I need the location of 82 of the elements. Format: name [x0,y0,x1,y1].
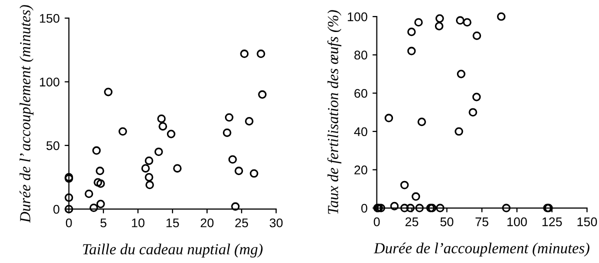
point [472,92,481,102]
y-tick-label: 100 [40,78,60,86]
point [376,204,386,212]
point [415,204,424,212]
point [418,118,426,126]
y-tick-label: 100 [348,12,368,22]
y-tick-label: 150 [40,14,60,23]
x-tick-label: 15 [166,218,179,228]
point [224,113,234,122]
point [400,180,409,190]
x-tick-label: 100 [507,217,527,226]
y-axis-title: Durée de l’ accouplement (minutes) [20,5,34,223]
point [462,18,472,27]
point [244,117,254,126]
x-tick-label: 10 [132,218,144,228]
point [407,46,416,56]
x-tick-label: 25 [235,218,248,228]
point [234,166,244,176]
point [434,22,444,30]
point [157,114,166,123]
point [96,166,104,176]
point [400,204,409,212]
point [64,193,74,202]
x-tick-label: 75 [476,218,488,226]
x-tick-label: 0 [66,218,72,228]
point [96,179,105,188]
point [118,127,128,136]
point [472,31,482,40]
y-tick-label: 20 [354,166,368,174]
point [222,128,232,137]
point [258,90,267,99]
point [502,204,511,212]
point [92,146,101,155]
y-tick-label: 0 [361,204,368,213]
point [390,202,399,210]
point [384,114,394,122]
point [104,88,112,96]
x-tick-label: 0 [374,217,380,226]
point [84,190,94,198]
point [407,28,416,36]
y-tick-label: 80 [354,50,368,60]
point [231,202,240,211]
point [173,164,182,173]
point [456,70,466,78]
point [96,200,105,208]
x-tick-label: 30 [270,218,283,228]
point [240,50,249,58]
point [497,12,506,21]
point [436,204,444,212]
point [94,178,102,187]
point [468,108,478,117]
point [435,14,444,23]
x-tick-label: 125 [542,217,562,226]
point [158,122,168,131]
point [406,204,415,212]
x-tick-label: 150 [578,217,597,226]
y-axis-title: Taux de fertilisation des œufs (%) [327,10,342,214]
y-tick-label: 60 [354,88,368,98]
x-tick-label: 50 [440,217,454,226]
x-axis-title: Taille du cadeau nuptial (mg) [82,244,263,258]
y-tick-label: 40 [354,127,368,136]
x-tick-label: 20 [200,218,214,228]
y-tick-label: 50 [46,141,60,150]
point [256,50,266,58]
point [456,16,464,25]
point [144,156,154,165]
x-axis-title: Durée de l’accouplement (minutes) [374,242,590,256]
point [454,127,464,136]
point [145,180,154,190]
point [414,18,423,27]
point [228,155,237,164]
y-tick-label: 0 [53,204,60,214]
point [250,169,258,178]
point [154,148,163,156]
x-tick-label: 25 [405,217,418,226]
point [64,204,74,214]
point [90,204,98,212]
point [144,173,154,182]
point [166,130,176,138]
point [412,192,420,201]
point [141,164,150,173]
x-tick-label: 5 [100,218,106,228]
